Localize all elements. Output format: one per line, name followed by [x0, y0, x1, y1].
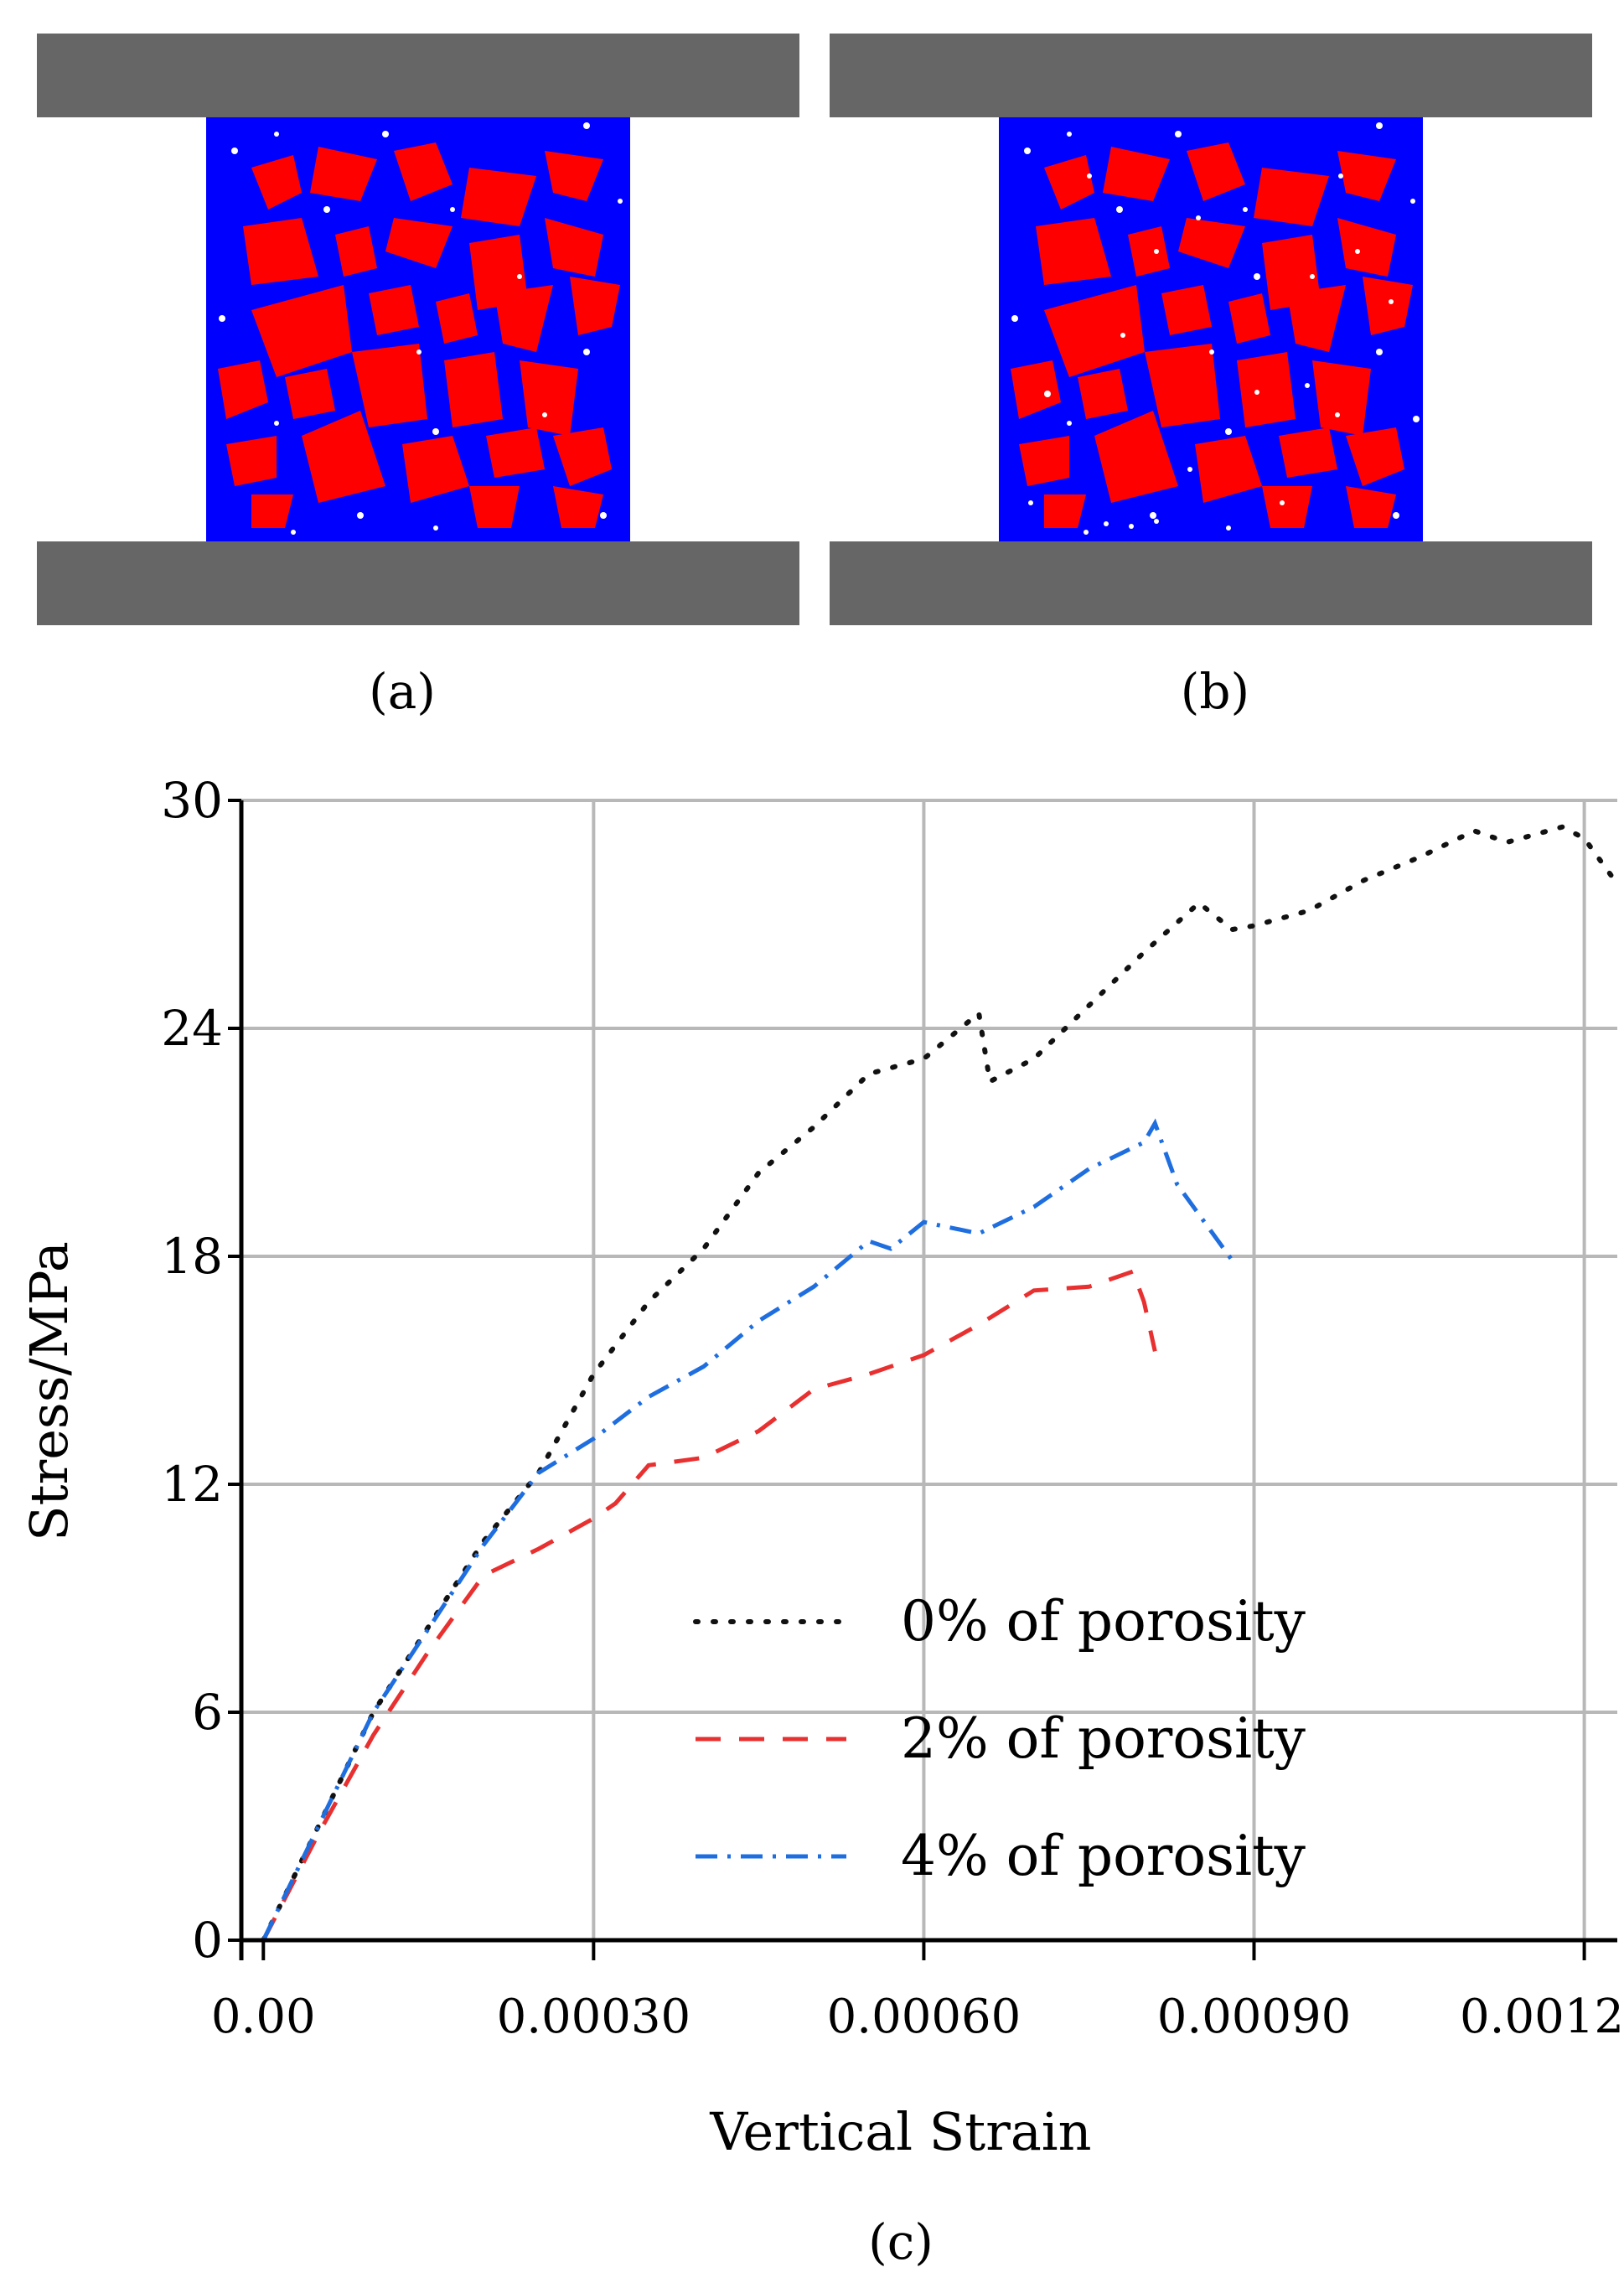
panel-b-top-plate: [830, 34, 1592, 117]
x-tick-label: 0.00060: [827, 1990, 1021, 2044]
panel-a-pores: [219, 122, 623, 535]
chart-legend: 0% of porosity 2% of porosity 4% of porosi…: [693, 1589, 1306, 1888]
y-tick-label: 30: [161, 772, 223, 829]
panel-b-pores: [1011, 122, 1420, 535]
x-axis-label: Vertical Strain: [709, 2101, 1091, 2162]
legend-label-3: 4% of porosity: [901, 1824, 1306, 1888]
panel-b-bottom-plate: [830, 541, 1592, 625]
y-axis-label: Stress/MPa: [18, 1241, 80, 1541]
legend-label-1: 0% of porosity: [901, 1589, 1306, 1654]
chart-grid: [241, 799, 1617, 1940]
x-tick-label: 0.0012: [1460, 1990, 1624, 2044]
stress-strain-chart: 0 6 12 18 24 30 0.00 0.00030 0.00060 0.00090 0.001…: [18, 772, 1624, 2162]
chart-tick-labels: 0 6 12 18 24 30 0.00 0.00030 0.00060 0.00090 0.001…: [161, 772, 1624, 2044]
panel-a-aggregates: [218, 142, 620, 528]
y-tick-label: 6: [192, 1684, 223, 1741]
panel-b-caption: (b): [1181, 663, 1249, 720]
y-tick-label: 12: [161, 1456, 223, 1513]
series-line-3: [261, 1118, 1234, 1942]
x-tick-label: 0.00090: [1157, 1990, 1352, 2044]
y-tick-label: 18: [161, 1228, 223, 1285]
y-tick-label: 0: [192, 1912, 223, 1969]
panel-a-bottom-plate: [37, 541, 799, 625]
y-tick-label: 24: [161, 1000, 223, 1057]
x-tick-label: 0.00: [211, 1990, 316, 2044]
x-tick-label: 0.00030: [497, 1990, 691, 2044]
panel-b-aggregates: [1011, 142, 1413, 528]
chart-series: [261, 824, 1620, 1943]
panel-a-specimen: [37, 34, 799, 625]
series-line-1: [261, 824, 1620, 1943]
panel-a-top-plate: [37, 34, 799, 117]
chart-axes: [228, 799, 1617, 1960]
panel-a-caption: (a): [369, 663, 436, 720]
series-line-2: [261, 1268, 1157, 1942]
panel-c-caption: (c): [868, 2213, 934, 2270]
panel-b-specimen: [830, 34, 1592, 625]
legend-label-2: 2% of porosity: [901, 1706, 1306, 1771]
